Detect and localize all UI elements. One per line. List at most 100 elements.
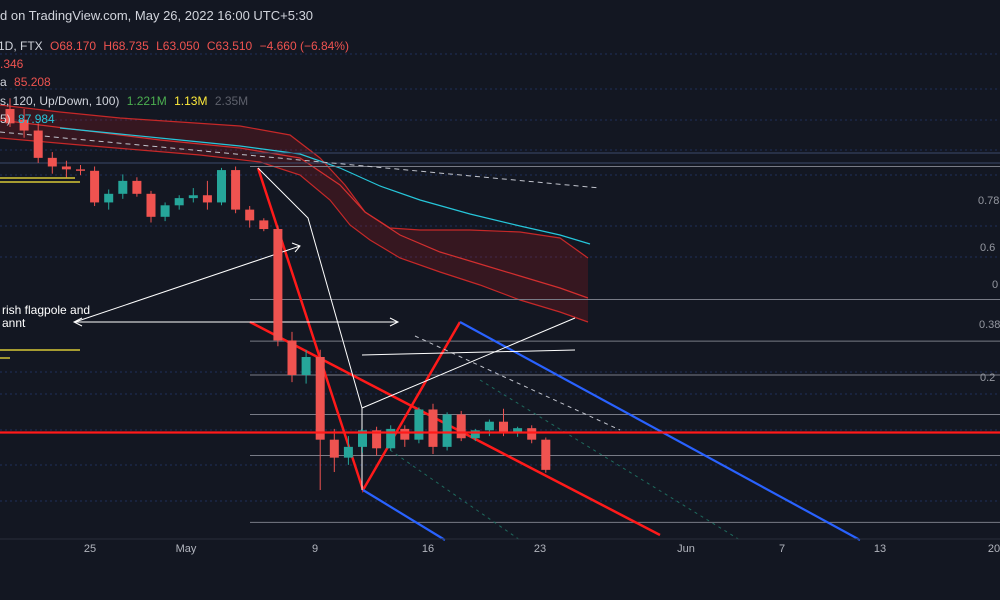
candle: [273, 225, 283, 347]
candle: [428, 403, 438, 455]
candle: [245, 206, 255, 228]
volume-up-value: 1.221M: [126, 94, 167, 108]
candle-body: [400, 428, 410, 440]
candles: [5, 98, 551, 490]
candle: [315, 349, 325, 490]
candle-body: [470, 430, 480, 439]
candle: [386, 425, 396, 451]
candle-body: [160, 205, 170, 217]
candle: [259, 218, 269, 232]
annotation-arrow: [74, 245, 301, 323]
candle: [470, 428, 480, 442]
candle-body: [499, 421, 508, 433]
candle-body: [513, 428, 523, 433]
candle-body: [456, 414, 466, 439]
candle-body: [245, 209, 255, 221]
candle: [287, 331, 297, 383]
x-tick-label: Jun: [677, 543, 695, 555]
close-value: C63.510: [206, 39, 253, 53]
candle-body: [217, 170, 226, 203]
candle: [104, 189, 114, 210]
indicator-2-legend[interactable]: a 85.208: [0, 75, 55, 89]
candle-body: [202, 195, 212, 203]
symbol-label: 1D, FTX: [0, 39, 43, 53]
teal-dashed-line: [479, 379, 741, 541]
candle-body: [47, 157, 57, 167]
candle: [19, 108, 29, 138]
channel-line-upper: [459, 321, 861, 541]
overlays: [0, 177, 1000, 434]
moving-average-teal: [59, 127, 591, 245]
candle: [456, 410, 466, 442]
candle-body: [146, 193, 156, 217]
candle: [541, 437, 551, 473]
x-tick-label: May: [176, 543, 197, 555]
arrow-head: [72, 317, 83, 327]
candle: [47, 152, 57, 174]
indicator-2-value: 85.208: [14, 75, 51, 89]
x-tick-label: 16: [422, 543, 434, 555]
fib-levels: [0, 152, 1000, 523]
volume-legend[interactable]: s, 120, Up/Down, 100) 1.221M 1.13M 2.35M: [0, 94, 252, 108]
candle-body: [484, 421, 494, 431]
candle: [146, 190, 156, 223]
candle-body: [33, 130, 43, 158]
flagpole-annotation[interactable]: rish flagpole and annt: [2, 304, 90, 330]
candle: [372, 426, 382, 456]
candle-body: [231, 170, 241, 210]
candle-body: [442, 414, 452, 447]
candle-body: [386, 428, 396, 449]
drawings: [0, 131, 861, 541]
candle: [202, 180, 212, 210]
candle: [174, 195, 184, 210]
x-tick-label: 13: [874, 543, 886, 555]
flagpole-line: [257, 167, 363, 409]
candle-body: [19, 119, 29, 131]
channel-line-lower: [362, 489, 446, 541]
candle-body: [273, 229, 283, 341]
candle-body: [287, 340, 297, 375]
fib-label-0618: 0.6: [980, 242, 996, 254]
candle-body: [174, 198, 184, 206]
candle: [343, 436, 353, 465]
candle-body: [343, 446, 353, 458]
candle: [400, 425, 410, 447]
x-tick-label: 25: [84, 543, 96, 555]
pennant-line-lower: [361, 317, 576, 409]
x-tick-label: 9: [312, 543, 318, 555]
indicator-4-params: 5): [0, 112, 11, 126]
candle-body: [188, 195, 198, 199]
x-tick-label: 23: [534, 543, 546, 555]
candle: [217, 167, 226, 206]
arrow-head: [389, 317, 400, 327]
candle-body: [132, 180, 142, 194]
volume-params: s, 120, Up/Down, 100): [0, 94, 120, 108]
candle: [414, 407, 424, 444]
envelope-lower-line: [0, 137, 589, 323]
low-value: L63.050: [156, 39, 200, 53]
indicator-4-legend[interactable]: 5) 87.984: [0, 112, 59, 126]
candle-body: [259, 220, 269, 230]
candle: [329, 428, 339, 473]
x-tick-label: 7: [779, 543, 785, 555]
envelope-band: [0, 104, 591, 323]
fib-label-0786: 0.78: [978, 195, 1000, 207]
candle-body: [329, 439, 339, 458]
candle-body: [315, 357, 325, 440]
ohlc-legend: 1D, FTX O68.170 H68.735 L63.050 C63.510 …: [0, 39, 353, 53]
candle-body: [541, 439, 551, 470]
volume-down-value: 1.13M: [174, 94, 208, 108]
candle-body: [358, 430, 367, 447]
candle: [231, 166, 241, 214]
grid: [0, 53, 1000, 502]
teal-dashed-line: [389, 449, 521, 541]
candle: [61, 160, 71, 178]
candle-body: [76, 169, 85, 171]
indicator-1-legend[interactable]: .346: [0, 57, 27, 71]
fib-label-0236: 0.2: [980, 372, 996, 384]
candle-body: [414, 409, 424, 440]
candle: [76, 165, 85, 176]
envelope-fill: [0, 105, 588, 322]
candle-body: [5, 108, 15, 124]
